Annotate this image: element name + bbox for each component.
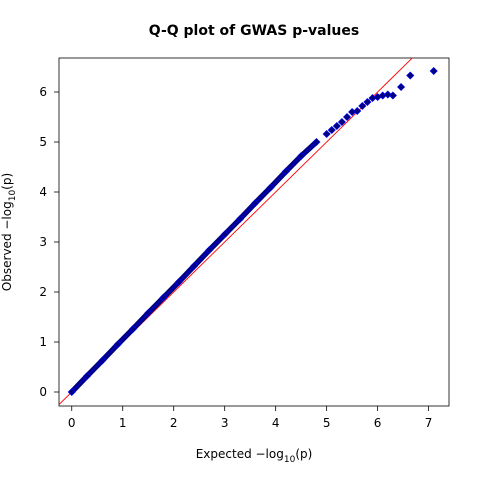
- data-point: [281, 167, 290, 176]
- x-axis-label-subscript: 10: [284, 455, 296, 465]
- data-point: [235, 214, 245, 224]
- chart-title: Q-Q plot of GWAS p-values: [149, 23, 359, 39]
- y-axis-label-subscript: 10: [8, 190, 18, 202]
- y-axis-ticks: 0 1 2 3 4 5 6: [39, 85, 59, 399]
- data-point: [67, 387, 76, 397]
- data-points-layer: [67, 66, 438, 397]
- data-point: [337, 117, 346, 127]
- y-axis-label-suffix: (p): [0, 173, 14, 190]
- data-point: [388, 91, 397, 100]
- data-point: [406, 71, 415, 80]
- x-tick-label: 4: [272, 416, 280, 430]
- x-tick-label: 1: [119, 416, 127, 430]
- data-point: [358, 101, 367, 111]
- data-point: [297, 151, 306, 161]
- data-point: [144, 308, 153, 318]
- data-point: [397, 82, 406, 92]
- x-tick-label: 6: [374, 416, 382, 430]
- y-tick-label: 5: [39, 135, 47, 149]
- y-axis-label-main: Observed −log: [0, 201, 14, 291]
- x-tick-label: 3: [221, 416, 229, 430]
- x-axis-label-main: Expected −log: [196, 447, 284, 461]
- y-tick-label: 0: [39, 385, 47, 399]
- y-tick-label: 4: [39, 185, 47, 199]
- data-point: [98, 356, 107, 365]
- data-point: [327, 125, 336, 135]
- y-tick-label: 6: [39, 85, 47, 99]
- x-axis-label: Expected −log10(p): [196, 447, 313, 465]
- data-point: [312, 137, 321, 147]
- data-point: [128, 324, 137, 334]
- data-point: [343, 112, 352, 122]
- data-point: [322, 129, 331, 139]
- data-point: [429, 66, 438, 76]
- data-point: [383, 90, 392, 99]
- y-tick-label: 2: [39, 285, 47, 299]
- data-point: [113, 340, 122, 349]
- x-tick-label: 0: [68, 416, 76, 430]
- plot-frame: [58, 57, 450, 407]
- data-point: [251, 198, 260, 208]
- x-tick-label: 5: [323, 416, 331, 430]
- y-tick-label: 3: [39, 235, 47, 249]
- x-axis-label-suffix: (p): [295, 447, 312, 461]
- data-point: [266, 183, 275, 192]
- data-point: [174, 277, 183, 287]
- data-point: [159, 293, 168, 302]
- x-tick-label: 7: [425, 416, 433, 430]
- data-point: [190, 261, 199, 271]
- data-point: [363, 97, 372, 107]
- data-point: [205, 245, 214, 255]
- data-point: [83, 371, 92, 381]
- data-point: [332, 121, 341, 131]
- x-tick-label: 2: [170, 416, 178, 430]
- y-tick-label: 1: [39, 335, 47, 349]
- data-point: [220, 230, 229, 239]
- data-point: [353, 106, 362, 116]
- x-axis-ticks: 0 1 2 3 4 5 6 7: [68, 406, 433, 430]
- y-axis-label: Observed −log10(p): [0, 173, 18, 291]
